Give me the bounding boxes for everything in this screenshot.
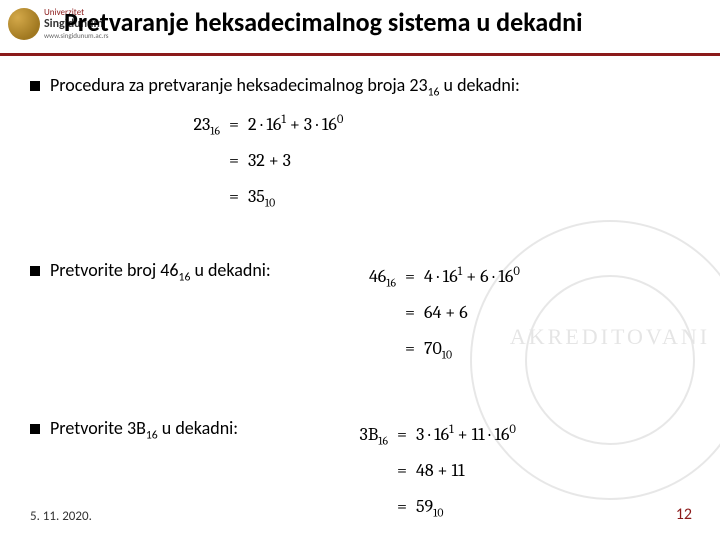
page-title: Pretvaranje heksadecimalnog sistema u de… — [64, 6, 583, 38]
bullet-item-1: Procedura za pretvaranje heksadecimalnog… — [30, 74, 690, 101]
bullet-item-2: Pretvorite broj 4616 u dekadni: — [30, 259, 340, 292]
bullet-icon — [30, 424, 40, 434]
math-block-3: 3B16=3 · 161 + 11 · 160 =48 + 11 =5910 — [330, 417, 516, 525]
math-rhs: 3510 — [248, 179, 275, 215]
footer-date: 5. 11. 2020. — [30, 509, 92, 524]
bullet-text-3: Pretvorite 3B16 u dekadni: — [50, 417, 238, 444]
bullet-icon — [30, 81, 40, 91]
bullet-text-2: Pretvorite broj 4616 u dekadni: — [50, 259, 271, 286]
section-1: Procedura za pretvaranje heksadecimalnog… — [30, 74, 690, 215]
section-2: Pretvorite broj 4616 u dekadni: 4616=4 ·… — [30, 259, 690, 367]
math-block-1: 2316 = 2 · 161 + 3 · 160 = 32 + 3 = 3510 — [160, 107, 690, 215]
math-eq: = — [220, 107, 248, 143]
math-block-2: 4616=4 · 161 + 6 · 160 =64 + 6 =7010 — [340, 259, 520, 367]
math-rhs: 32 + 3 — [248, 143, 291, 179]
math-row: 2316 = 2 · 161 + 3 · 160 — [160, 107, 690, 143]
bullet-text-1: Procedura za pretvaranje heksadecimalnog… — [50, 74, 520, 101]
bullet-icon — [30, 266, 40, 276]
bullet-item-3: Pretvorite 3B16 u dekadni: — [30, 417, 330, 450]
math-lhs: 2316 — [160, 107, 220, 143]
section-3: Pretvorite 3B16 u dekadni: 3B16=3 · 161 … — [30, 417, 690, 525]
header: Univerzitet Singidunum www.singidunum.ac… — [0, 0, 720, 56]
math-rhs: 2 · 161 + 3 · 160 — [248, 107, 343, 143]
footer-page-number: 12 — [676, 505, 692, 524]
content-area: Procedura za pretvaranje heksadecimalnog… — [0, 56, 720, 525]
math-row: = 3510 — [160, 179, 690, 215]
logo-badge-icon — [8, 8, 40, 40]
math-row: = 32 + 3 — [160, 143, 690, 179]
